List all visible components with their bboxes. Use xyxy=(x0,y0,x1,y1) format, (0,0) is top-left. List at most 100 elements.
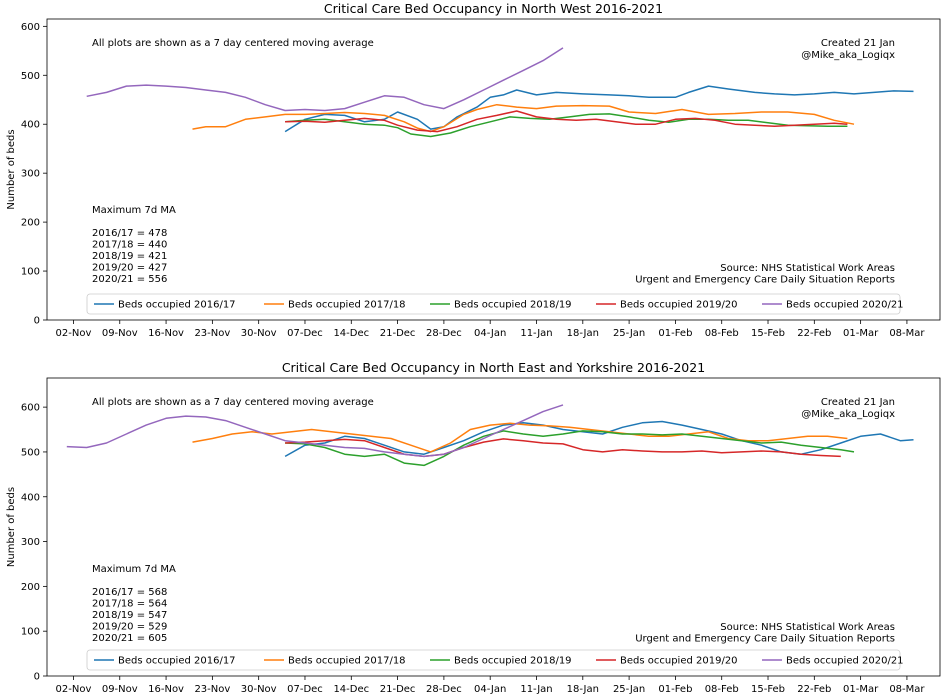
y-tick-label: 0 xyxy=(34,672,40,683)
series-line-1 xyxy=(284,420,914,458)
chart-panel-1: Critical Care Bed Occupancy in North Wes… xyxy=(6,1,941,339)
y-tick-label: 200 xyxy=(21,582,40,593)
series-line-3 xyxy=(285,113,848,138)
x-tick-label: 22-Feb xyxy=(797,328,831,339)
x-tick-label: 23-Nov xyxy=(194,684,230,695)
x-tick-label: 25-Jan xyxy=(613,684,645,695)
x-tick-label: 21-Dec xyxy=(380,328,416,339)
credit-text: @Mike_aka_Logiqx xyxy=(801,409,895,420)
x-tick-label: 15-Feb xyxy=(751,328,785,339)
x-tick-label: 18-Jan xyxy=(567,328,599,339)
max-line: 2018/19 = 547 xyxy=(92,610,167,621)
x-tick-label: 07-Dec xyxy=(287,684,323,695)
x-tick-label: 11-Jan xyxy=(520,328,552,339)
credit-text: Created 21 Jan xyxy=(821,397,895,408)
series-line-3 xyxy=(285,430,855,467)
y-axis-label: Number of beds xyxy=(6,129,17,209)
chart-title: Critical Care Bed Occupancy in North Eas… xyxy=(282,360,705,375)
x-tick-label: 25-Jan xyxy=(613,328,645,339)
y-tick-label: 400 xyxy=(21,120,40,131)
max-line: 2019/20 = 427 xyxy=(92,263,167,274)
x-tick-label: 08-Mar xyxy=(889,684,925,695)
note-text: All plots are shown as a 7 day centered … xyxy=(92,397,374,408)
x-tick-label: 18-Jan xyxy=(567,684,599,695)
max-title: Maximum 7d MA xyxy=(92,564,176,575)
legend: Beds occupied 2016/17 Beds occupied 2017/… xyxy=(86,649,904,671)
source-text: Urgent and Emergency Care Daily Situatio… xyxy=(635,634,895,645)
legend-label: Beds occupied 2016/17 xyxy=(118,656,236,667)
legend-label: Beds occupied 2020/21 xyxy=(786,656,904,667)
x-tick-label: 14-Dec xyxy=(333,328,369,339)
x-tick-label: 04-Jan xyxy=(474,328,506,339)
x-tick-label: 08-Feb xyxy=(705,684,739,695)
x-tick-label: 02-Nov xyxy=(56,328,92,339)
y-tick-label: 100 xyxy=(21,627,40,638)
series-line-4 xyxy=(285,110,848,133)
chart-panel-2: Critical Care Bed Occupancy in North Eas… xyxy=(6,360,941,695)
source-text: Source: NHS Statistical Work Areas xyxy=(720,263,895,274)
x-tick-label: 22-Feb xyxy=(797,684,831,695)
legend-label: Beds occupied 2019/20 xyxy=(620,300,738,311)
plot-area xyxy=(46,18,941,321)
x-tick-label: 01-Feb xyxy=(658,328,692,339)
legend-box xyxy=(86,649,901,671)
y-tick-label: 0 xyxy=(34,316,40,327)
x-tick-label: 28-Dec xyxy=(426,684,462,695)
x-tick-label: 23-Nov xyxy=(194,328,230,339)
note-text: All plots are shown as a 7 day centered … xyxy=(92,38,374,49)
legend-label: Beds occupied 2019/20 xyxy=(620,656,738,667)
legend-label: Beds occupied 2018/19 xyxy=(454,656,572,667)
source-text: Source: NHS Statistical Work Areas xyxy=(720,622,895,633)
legend-label: Beds occupied 2017/18 xyxy=(288,300,406,311)
max-line: 2018/19 = 421 xyxy=(92,251,167,262)
y-tick-label: 600 xyxy=(21,22,40,33)
x-tick-label: 30-Nov xyxy=(241,684,277,695)
legend-label: Beds occupied 2018/19 xyxy=(454,300,572,311)
x-tick-label: 16-Nov xyxy=(148,684,184,695)
x-tick-label: 14-Dec xyxy=(333,684,369,695)
legend-box xyxy=(86,293,901,315)
legend-label: Beds occupied 2017/18 xyxy=(288,656,406,667)
x-tick-label: 16-Nov xyxy=(148,328,184,339)
legend: Beds occupied 2016/17 Beds occupied 2017/… xyxy=(86,293,904,315)
x-tick-label: 02-Nov xyxy=(56,684,92,695)
credit-text: Created 21 Jan xyxy=(821,38,895,49)
y-axis-label: Number of beds xyxy=(6,487,17,567)
series-line-4 xyxy=(285,438,841,458)
y-tick-label: 500 xyxy=(21,71,40,82)
x-tick-label: 01-Mar xyxy=(843,328,879,339)
x-tick-label: 01-Feb xyxy=(658,684,692,695)
x-tick-label: 09-Nov xyxy=(102,684,138,695)
max-line: 2017/18 = 440 xyxy=(92,240,167,251)
chart-title: Critical Care Bed Occupancy in North Wes… xyxy=(324,1,663,16)
x-tick-label: 28-Dec xyxy=(426,328,462,339)
max-line: 2016/17 = 478 xyxy=(92,228,167,239)
y-tick-label: 400 xyxy=(21,492,40,503)
x-tick-label: 21-Dec xyxy=(380,684,416,695)
x-tick-label: 15-Feb xyxy=(751,684,785,695)
x-tick-label: 30-Nov xyxy=(241,328,277,339)
source-text: Urgent and Emergency Care Daily Situatio… xyxy=(635,275,895,286)
max-line: 2019/20 = 529 xyxy=(92,622,167,633)
max-line: 2016/17 = 568 xyxy=(92,587,167,598)
max-line: 2020/21 = 605 xyxy=(92,633,167,644)
max-line: 2017/18 = 564 xyxy=(92,599,167,610)
x-tick-label: 01-Mar xyxy=(843,684,879,695)
max-line: 2020/21 = 556 xyxy=(92,274,167,285)
credit-text: @Mike_aka_Logiqx xyxy=(801,50,895,61)
y-tick-label: 300 xyxy=(21,169,40,180)
y-tick-label: 600 xyxy=(21,403,40,414)
x-tick-label: 08-Feb xyxy=(705,328,739,339)
x-tick-label: 08-Mar xyxy=(889,328,925,339)
x-tick-label: 09-Nov xyxy=(102,328,138,339)
x-tick-label: 11-Jan xyxy=(520,684,552,695)
series-line-5 xyxy=(66,404,564,458)
x-tick-label: 07-Dec xyxy=(287,328,323,339)
y-tick-label: 100 xyxy=(21,267,40,278)
series-line-2 xyxy=(192,103,855,133)
y-tick-label: 500 xyxy=(21,447,40,458)
y-tick-label: 200 xyxy=(21,218,40,229)
legend-label: Beds occupied 2016/17 xyxy=(118,300,236,311)
legend-label: Beds occupied 2020/21 xyxy=(786,300,904,311)
